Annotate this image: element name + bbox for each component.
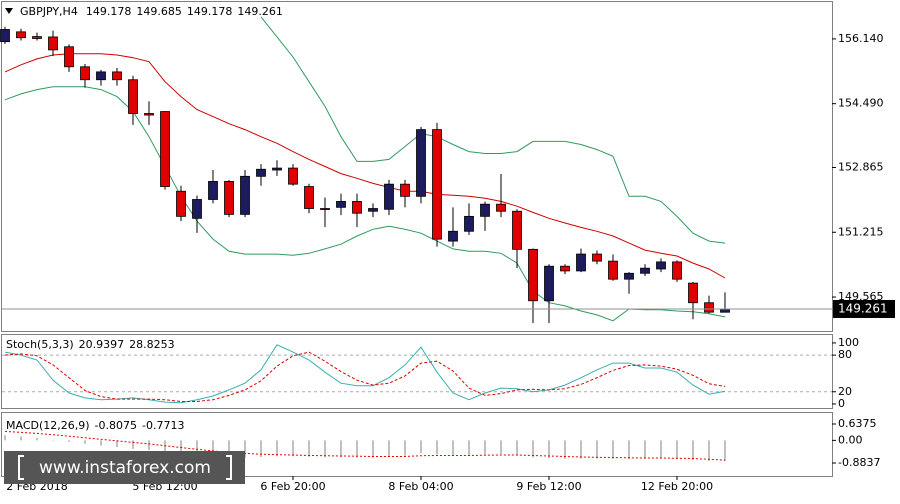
y-tick-label: 0.00 [838, 433, 863, 446]
candle-body [608, 260, 618, 280]
stoch-panel [1, 334, 833, 409]
x-tick-label: 12 Feb 20:00 [641, 480, 713, 493]
candle-body [64, 46, 74, 68]
macd-title: MACD(12,26,9) [6, 419, 90, 432]
candle-body [112, 71, 122, 81]
collapse-marker [5, 8, 13, 14]
candle-body [352, 201, 362, 214]
y-tick-label: -0.8837 [838, 456, 880, 469]
y-tick-label: 154.490 [838, 97, 884, 110]
candle-body [656, 261, 666, 270]
candle-body [368, 208, 378, 212]
y-tick-label: 152.865 [838, 160, 884, 173]
overlay-line [260, 16, 726, 244]
y-tick-label: 151.215 [838, 225, 884, 238]
watermark-text: www.instaforex.com [39, 458, 211, 478]
current-price-label: 149.261 [838, 301, 888, 315]
watermark-box [4, 451, 245, 484]
candle-body [400, 183, 410, 197]
candle-body [512, 210, 522, 250]
candle-body [592, 253, 602, 262]
candle-body [96, 71, 106, 81]
candle-body [704, 302, 714, 313]
candle-body [576, 253, 586, 272]
candle-body [0, 29, 10, 43]
main-header: GBPJPY,H4 149.178 149.685 149.178 149.261 [20, 5, 283, 18]
candle-body [544, 265, 554, 302]
y-tick-label: 20 [838, 385, 852, 398]
x-tick-label: 6 Feb 20:00 [260, 480, 325, 493]
y-tick-label: 149.565 [838, 290, 884, 303]
candle-body [192, 199, 202, 219]
candle-body [256, 168, 266, 177]
candle-body [304, 186, 314, 209]
candle-body [320, 208, 330, 210]
symbol: GBPJPY,H4 [20, 5, 78, 18]
y-tick-label: 80 [838, 348, 852, 361]
x-tick-label: 9 Feb 12:00 [516, 480, 581, 493]
stoch-signal-value: 28.8253 [129, 338, 175, 351]
low-value: 149.178 [187, 5, 233, 18]
candle-body [224, 181, 234, 215]
candle-body [272, 167, 282, 171]
candle-body [624, 272, 634, 280]
overlay-line [4, 86, 726, 322]
candle-body [176, 190, 186, 217]
macd-value: -0.8075 [95, 419, 137, 432]
x-tick-label: 8 Feb 04:00 [388, 480, 453, 493]
macd-signal-line [4, 430, 726, 461]
overlay-line [4, 53, 726, 279]
candle-body [448, 230, 458, 242]
stoch-line [4, 344, 726, 404]
candle-body [128, 79, 138, 114]
stoch-title: Stoch(5,3,3) [6, 338, 74, 351]
y-tick-label: 100 [838, 336, 859, 349]
y-tick-label: 156.140 [838, 32, 884, 45]
candle-body [144, 113, 154, 116]
main-panel [1, 1, 833, 332]
candle-body [384, 183, 394, 210]
macd-panel [1, 412, 833, 477]
current-price-box [833, 299, 895, 318]
open-value: 149.178 [86, 5, 132, 18]
candle-body [80, 66, 90, 81]
close-value: 149.261 [237, 5, 283, 18]
y-tick-label: 0 [838, 397, 845, 410]
candle-body [672, 261, 682, 280]
stoch-line [4, 351, 726, 402]
candle-body [16, 31, 26, 39]
candle-body [640, 267, 650, 274]
candle-body [288, 167, 298, 185]
candle-body [240, 175, 250, 215]
watermark: www.instaforex.com [4, 451, 245, 484]
candle-body [432, 129, 442, 240]
high-value: 149.685 [136, 5, 182, 18]
candle-body [208, 181, 218, 200]
candle-body [688, 282, 698, 304]
candle-body [496, 203, 506, 212]
candle-body [48, 36, 58, 51]
candle-body [464, 215, 474, 232]
macd-signal-value: -0.7713 [142, 419, 184, 432]
candle-body [528, 248, 538, 302]
stoch-main-value: 20.9397 [79, 338, 125, 351]
candle-body [32, 36, 42, 39]
candle-body [336, 201, 346, 208]
candle-body [480, 203, 490, 217]
candle-body [560, 265, 570, 272]
y-tick-label: 0.6375 [838, 417, 877, 430]
macd-header: MACD(12,26,9) -0.8075 -0.7713 [6, 419, 184, 432]
candle-body [416, 129, 426, 197]
watermark-brackets [18, 455, 232, 480]
candle-body [160, 111, 170, 187]
stoch-header: Stoch(5,3,3) 20.9397 28.8253 [6, 338, 175, 351]
